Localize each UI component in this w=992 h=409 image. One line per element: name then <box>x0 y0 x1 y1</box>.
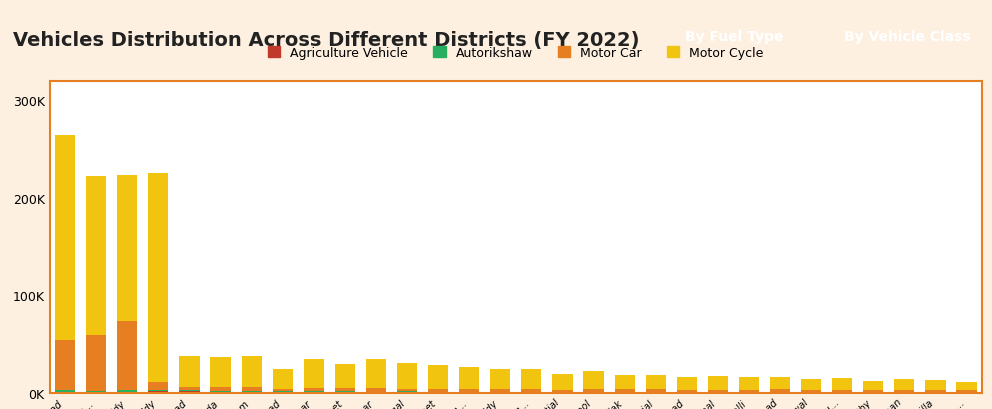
Bar <box>210 387 231 391</box>
Bar <box>583 389 604 392</box>
Bar <box>55 392 75 393</box>
Bar <box>553 374 572 390</box>
Bar <box>86 392 106 393</box>
Bar <box>86 391 106 392</box>
Bar <box>180 387 199 391</box>
Bar <box>428 389 448 392</box>
Bar <box>553 390 572 392</box>
Bar <box>55 390 75 392</box>
Bar <box>707 390 728 392</box>
Text: By Fuel Type: By Fuel Type <box>684 30 784 44</box>
Bar <box>646 375 666 389</box>
Bar <box>55 340 75 390</box>
Bar <box>707 376 728 390</box>
Bar <box>273 391 293 392</box>
Bar <box>117 392 138 393</box>
Bar <box>832 390 852 392</box>
Bar <box>241 387 262 391</box>
Bar <box>739 378 759 390</box>
Bar <box>241 356 262 387</box>
Bar <box>739 390 759 392</box>
Bar <box>956 390 977 392</box>
Bar <box>86 177 106 335</box>
Bar <box>490 389 511 392</box>
Bar <box>148 382 169 390</box>
Bar <box>490 392 511 393</box>
Bar <box>459 367 479 389</box>
Legend: Agriculture Vehicle, Autorikshaw, Motor Car, Motor Cycle: Agriculture Vehicle, Autorikshaw, Motor … <box>263 41 769 64</box>
Bar <box>148 173 169 382</box>
Bar <box>894 379 915 390</box>
Bar <box>334 389 355 391</box>
Bar <box>210 391 231 392</box>
Bar <box>334 392 355 393</box>
Bar <box>55 136 75 340</box>
Bar <box>210 392 231 393</box>
Bar <box>304 359 324 388</box>
Bar <box>521 369 542 389</box>
Bar <box>926 380 945 390</box>
Bar <box>428 366 448 389</box>
Bar <box>397 389 418 391</box>
Bar <box>521 392 542 393</box>
Bar <box>117 390 138 392</box>
Bar <box>459 389 479 391</box>
Bar <box>273 369 293 389</box>
Bar <box>117 175 138 321</box>
Bar <box>801 379 821 390</box>
Bar <box>366 388 386 391</box>
Bar <box>801 390 821 392</box>
Bar <box>210 357 231 387</box>
Bar <box>117 321 138 390</box>
Bar <box>304 388 324 391</box>
Bar <box>956 382 977 390</box>
Bar <box>334 391 355 392</box>
Text: Vehicles Distribution Across Different Districts (FY 2022): Vehicles Distribution Across Different D… <box>13 31 640 50</box>
Bar <box>366 392 386 393</box>
Bar <box>180 391 199 393</box>
Bar <box>366 391 386 392</box>
Bar <box>614 389 635 392</box>
Bar <box>148 390 169 391</box>
Bar <box>677 390 697 392</box>
Bar <box>366 359 386 388</box>
Bar <box>241 391 262 392</box>
Bar <box>521 389 542 392</box>
Bar <box>304 392 324 393</box>
Bar <box>770 392 791 393</box>
Bar <box>926 390 945 392</box>
Bar <box>397 391 418 392</box>
Bar <box>428 392 448 393</box>
Bar <box>459 391 479 392</box>
Bar <box>273 392 293 393</box>
Bar <box>397 392 418 393</box>
Bar <box>553 392 572 393</box>
Bar <box>614 375 635 389</box>
Bar <box>863 390 884 392</box>
Bar <box>304 391 324 392</box>
Bar <box>180 356 199 387</box>
Bar <box>148 391 169 393</box>
Bar <box>863 381 884 390</box>
Bar <box>832 378 852 390</box>
Bar <box>770 389 791 392</box>
Bar <box>583 392 604 393</box>
Bar <box>459 392 479 393</box>
Bar <box>677 378 697 390</box>
Bar <box>490 369 511 389</box>
Bar <box>894 390 915 392</box>
Bar <box>646 392 666 393</box>
Bar <box>334 364 355 389</box>
Bar <box>770 377 791 389</box>
Bar <box>646 389 666 392</box>
Bar <box>86 335 106 391</box>
Bar <box>273 389 293 391</box>
Text: By Vehicle Class: By Vehicle Class <box>844 30 971 44</box>
Bar <box>583 371 604 389</box>
Bar <box>241 392 262 393</box>
Bar <box>397 363 418 389</box>
